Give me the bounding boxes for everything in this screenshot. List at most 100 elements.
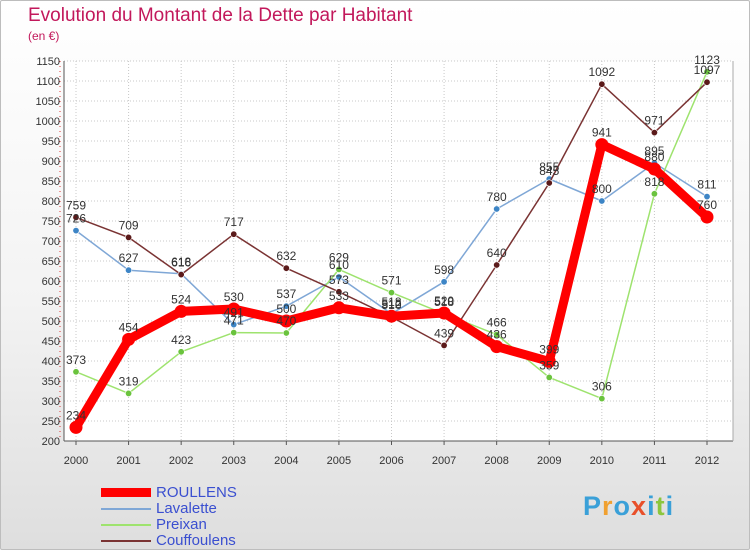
data-label: 518 bbox=[434, 295, 454, 309]
logo-letter: t bbox=[655, 491, 666, 521]
x-tick-label: 2007 bbox=[432, 455, 456, 467]
y-tick-label: 1000 bbox=[36, 116, 60, 128]
x-tick-label: 2006 bbox=[379, 455, 403, 467]
data-label: 717 bbox=[224, 215, 244, 229]
data-label: 520 bbox=[434, 294, 454, 308]
data-label: 537 bbox=[276, 287, 296, 301]
data-labels: 234 454 524 530 500 533 512 520 436 399 941 880 760 7… bbox=[66, 53, 721, 423]
data-label: 616 bbox=[171, 256, 191, 270]
chart-title: Evolution du Montant de la Dette par Hab… bbox=[28, 5, 413, 26]
data-label: 971 bbox=[644, 114, 664, 128]
data-label: 573 bbox=[329, 273, 349, 287]
data-point bbox=[598, 197, 606, 205]
data-label: 845 bbox=[539, 164, 559, 178]
data-label: 1092 bbox=[588, 65, 615, 79]
data-point bbox=[647, 162, 661, 176]
data-label: 518 bbox=[381, 295, 401, 309]
data-point bbox=[230, 321, 238, 329]
legend-label: Lavalette bbox=[156, 500, 217, 517]
data-label: 629 bbox=[329, 250, 349, 264]
data-label: 234 bbox=[66, 408, 86, 422]
data-label: 500 bbox=[276, 302, 296, 316]
x-tick-label: 2004 bbox=[274, 455, 298, 467]
data-point bbox=[703, 78, 711, 86]
y-tick-label: 750 bbox=[42, 216, 60, 228]
data-label: 627 bbox=[119, 251, 139, 265]
data-label: 470 bbox=[276, 314, 296, 328]
y-tick-label: 1050 bbox=[36, 96, 60, 108]
data-point bbox=[72, 213, 80, 221]
x-tick-label: 2011 bbox=[643, 455, 667, 467]
data-label: 571 bbox=[381, 274, 401, 288]
data-point bbox=[174, 304, 188, 318]
data-label: 618 bbox=[171, 255, 191, 269]
data-label: 709 bbox=[119, 218, 139, 232]
logo-letter: r bbox=[602, 491, 614, 521]
data-point bbox=[177, 271, 185, 279]
data-point bbox=[335, 273, 343, 281]
proxiti-logo: Proxiti bbox=[583, 491, 674, 522]
grid-lines bbox=[64, 60, 733, 442]
data-point bbox=[545, 373, 553, 381]
data-point bbox=[650, 190, 658, 198]
data-point bbox=[125, 266, 133, 274]
data-label: 423 bbox=[171, 333, 191, 347]
legend-label: ROULLENS bbox=[156, 484, 237, 501]
data-point bbox=[332, 301, 346, 315]
data-point bbox=[387, 289, 395, 297]
unit-label: (en €) bbox=[28, 29, 60, 43]
data-label: 760 bbox=[697, 198, 717, 212]
legend-swatch bbox=[101, 488, 151, 497]
data-point bbox=[230, 329, 238, 337]
data-label: 399 bbox=[539, 342, 559, 356]
x-tick-label: 2003 bbox=[222, 455, 246, 467]
data-point bbox=[545, 179, 553, 187]
y-tick-label: 400 bbox=[42, 356, 60, 368]
data-label: 1097 bbox=[694, 63, 721, 77]
data-point bbox=[125, 389, 133, 397]
data-point bbox=[177, 348, 185, 356]
legend-label: Preixan bbox=[156, 516, 207, 533]
data-label: 780 bbox=[487, 190, 507, 204]
y-tick-label: 850 bbox=[42, 176, 60, 188]
legend-swatch bbox=[101, 524, 151, 526]
plot-area bbox=[64, 61, 733, 441]
data-point bbox=[279, 314, 293, 328]
y-tick-label: 900 bbox=[42, 156, 60, 168]
data-point bbox=[598, 80, 606, 88]
y-tick-label: 800 bbox=[42, 196, 60, 208]
data-label: 800 bbox=[592, 182, 612, 196]
x-tick-label: 2012 bbox=[695, 455, 719, 467]
y-tick-label: 700 bbox=[42, 236, 60, 248]
y-tick-label: 600 bbox=[42, 276, 60, 288]
y-tick-label: 350 bbox=[42, 376, 60, 388]
y-tick-label: 500 bbox=[42, 316, 60, 328]
data-label: 466 bbox=[487, 316, 507, 330]
logo-letter: o bbox=[613, 491, 632, 521]
data-point bbox=[542, 354, 556, 368]
y-tick-label: 650 bbox=[42, 256, 60, 268]
data-label: 632 bbox=[276, 249, 296, 263]
data-point bbox=[440, 341, 448, 349]
data-label: 880 bbox=[644, 150, 664, 164]
data-point bbox=[335, 288, 343, 296]
logo-letter: x bbox=[631, 491, 648, 521]
data-point bbox=[493, 205, 501, 213]
legend-swatch bbox=[101, 508, 151, 510]
data-label: 811 bbox=[697, 178, 716, 192]
data-label: 510 bbox=[381, 298, 401, 312]
data-label: 306 bbox=[592, 380, 612, 394]
y-tick-label: 450 bbox=[42, 336, 60, 348]
y-tick-label: 1150 bbox=[36, 56, 60, 68]
x-tick-label: 2000 bbox=[64, 455, 88, 467]
data-point bbox=[335, 265, 343, 273]
data-label: 533 bbox=[329, 289, 349, 303]
data-label: 530 bbox=[224, 290, 244, 304]
axes: 200 250 300 350 400 450 500 550 600 650 700 750 800 8… bbox=[36, 56, 734, 467]
logo-letter: P bbox=[583, 491, 603, 521]
data-point bbox=[282, 329, 290, 337]
data-label: 471 bbox=[224, 314, 244, 328]
series-layer bbox=[69, 68, 714, 434]
data-label: 524 bbox=[171, 292, 191, 306]
